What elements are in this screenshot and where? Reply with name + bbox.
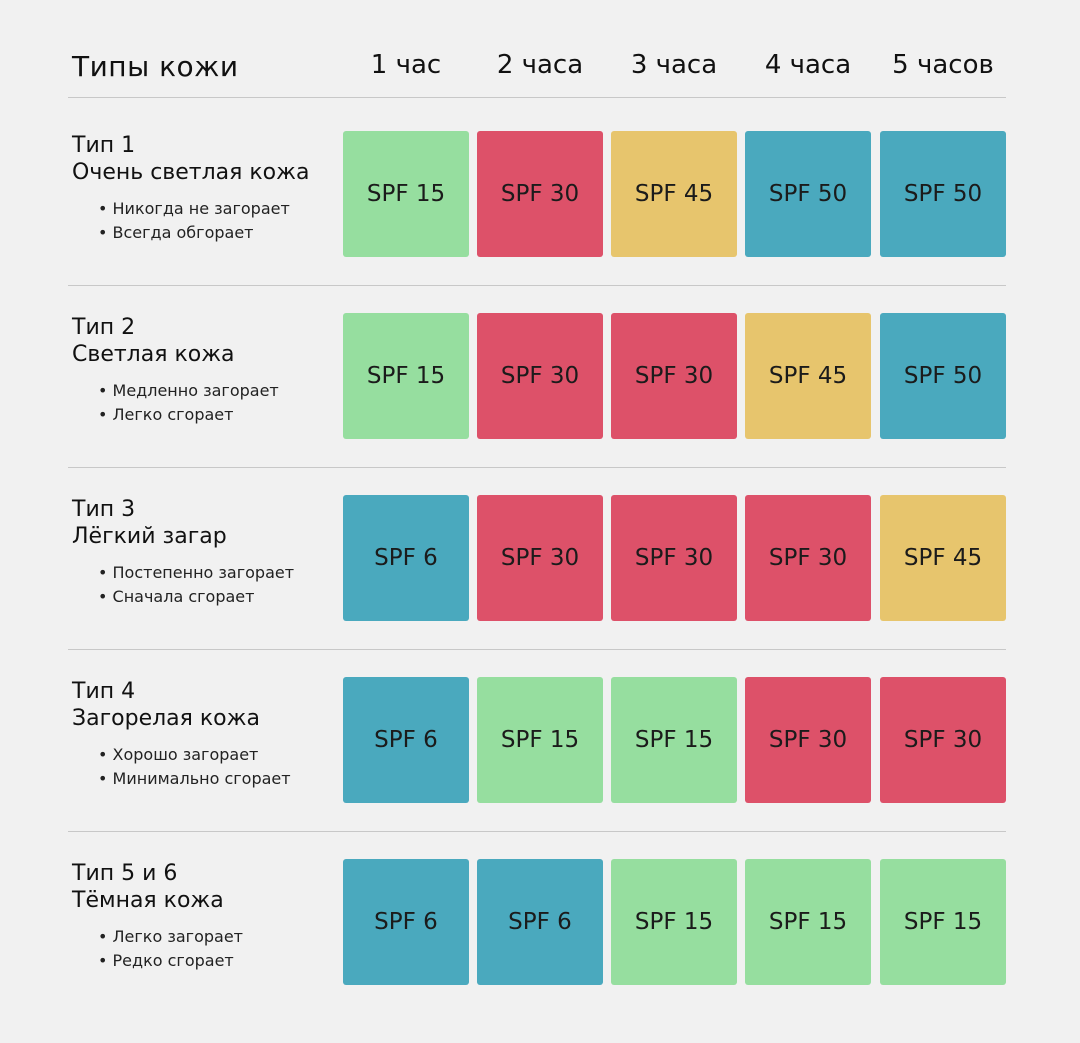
spf-cell: SPF 15 <box>880 859 1006 985</box>
spf-cell: SPF 6 <box>343 859 469 985</box>
spf-cell: SPF 30 <box>745 495 871 621</box>
divider <box>68 467 1006 468</box>
column-header: 5 часов <box>892 50 994 80</box>
spf-cell: SPF 30 <box>745 677 871 803</box>
spf-cell: SPF 30 <box>880 677 1006 803</box>
skin-type-label: Тип 4 <box>72 679 136 704</box>
skin-type-bullet: • Медленно загорает <box>98 381 279 400</box>
skin-type-name: Лёгкий загар <box>72 524 227 549</box>
divider <box>68 831 1006 832</box>
spf-cell: SPF 6 <box>343 495 469 621</box>
skin-type-bullet: • Хорошо загорает <box>98 745 259 764</box>
spf-cell: SPF 30 <box>611 495 737 621</box>
column-header: 2 часа <box>496 50 584 80</box>
spf-cell: SPF 45 <box>745 313 871 439</box>
skin-type-bullet: • Редко сгорает <box>98 951 234 970</box>
column-header: 1 час <box>370 50 442 80</box>
spf-cell: SPF 6 <box>343 677 469 803</box>
skin-type-name: Загорелая кожа <box>72 706 260 731</box>
skin-type-name: Светлая кожа <box>72 342 235 367</box>
spf-cell: SPF 15 <box>611 859 737 985</box>
spf-cell: SPF 45 <box>611 131 737 257</box>
divider <box>68 97 1006 98</box>
column-header: 4 часа <box>764 50 852 80</box>
header-title: Типы кожи <box>72 50 239 83</box>
spf-cell: SPF 30 <box>477 495 603 621</box>
spf-cell: SPF 30 <box>477 313 603 439</box>
skin-type-bullet: • Всегда обгорает <box>98 223 254 242</box>
skin-type-bullet: • Легко сгорает <box>98 405 234 424</box>
skin-type-bullet: • Постепенно загорает <box>98 563 295 582</box>
skin-type-name: Тёмная кожа <box>72 888 224 913</box>
skin-type-label: Тип 5 и 6 <box>72 861 178 886</box>
skin-type-bullet: • Сначала сгорает <box>98 587 255 606</box>
spf-cell: SPF 6 <box>477 859 603 985</box>
spf-cell: SPF 50 <box>880 131 1006 257</box>
skin-type-bullet: • Никогда не загорает <box>98 199 290 218</box>
spf-cell: SPF 15 <box>611 677 737 803</box>
column-header: 3 часа <box>630 50 718 80</box>
skin-type-label: Тип 1 <box>72 133 136 158</box>
skin-type-name: Очень светлая кожа <box>72 160 310 185</box>
spf-cell: SPF 30 <box>611 313 737 439</box>
skin-type-bullet: • Легко загорает <box>98 927 243 946</box>
spf-cell: SPF 50 <box>880 313 1006 439</box>
divider <box>68 285 1006 286</box>
divider <box>68 649 1006 650</box>
skin-type-label: Тип 2 <box>72 315 136 340</box>
spf-cell: SPF 50 <box>745 131 871 257</box>
spf-cell: SPF 15 <box>343 313 469 439</box>
spf-cell: SPF 45 <box>880 495 1006 621</box>
spf-cell: SPF 15 <box>745 859 871 985</box>
spf-cell: SPF 30 <box>477 131 603 257</box>
spf-cell: SPF 15 <box>343 131 469 257</box>
skin-type-label: Тип 3 <box>72 497 136 522</box>
skin-type-bullet: • Минимально сгорает <box>98 769 291 788</box>
spf-cell: SPF 15 <box>477 677 603 803</box>
